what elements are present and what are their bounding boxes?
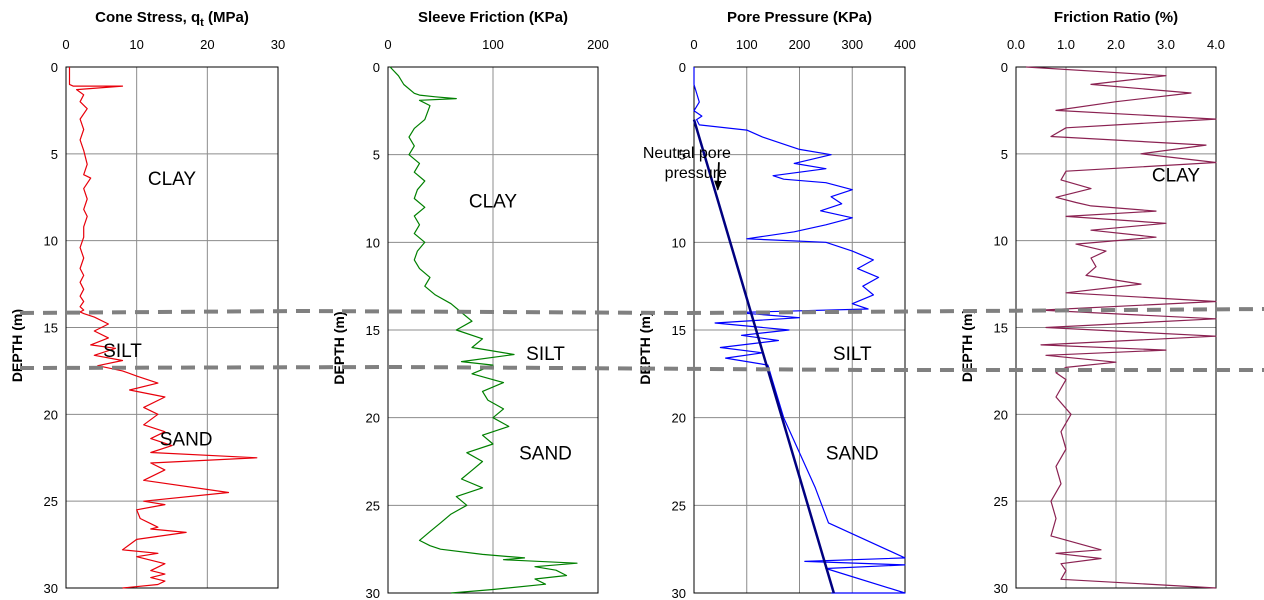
cone-stress-title: Cone Stress, qt (MPa) (95, 9, 249, 29)
friction-ratio-ytick-label: 10 (994, 234, 1008, 249)
pore-pressure-annotation-text: Neutral pore pressure (643, 145, 731, 182)
pore-pressure-ylabel: DEPTH (m) (637, 311, 653, 384)
pore-pressure-xtick-label: 300 (841, 37, 863, 52)
cone-stress-ytick-label: 0 (51, 60, 58, 75)
sleeve-friction-ytick-label: 5 (373, 148, 380, 163)
sleeve-friction-soil-label-silt: SILT (526, 344, 565, 365)
friction-ratio-xtick-label: 4.0 (1207, 37, 1225, 52)
sleeve-friction-title: Sleeve Friction (KPa) (418, 9, 568, 26)
sleeve-friction-ytick-label: 20 (366, 411, 380, 426)
cone-stress-xtick-label: 20 (200, 37, 214, 52)
pore-pressure-ytick-label: 20 (672, 411, 686, 426)
pore-pressure-ytick-label: 25 (672, 498, 686, 513)
friction-ratio-ytick-label: 5 (1001, 147, 1008, 162)
pore-pressure-xtick-label: 100 (736, 37, 758, 52)
layer-boundary-lines (19, 307, 1264, 372)
cone-stress-soil-label-silt: SILT (103, 341, 142, 362)
pore-pressure-neutral-pressure-line (692, 119, 835, 594)
cone-stress-ytick-label: 30 (44, 581, 58, 596)
friction-ratio-ytick-label: 20 (994, 407, 1008, 422)
sleeve-friction-series-line (389, 66, 578, 594)
cone-stress-ytick-label: 10 (44, 234, 58, 249)
cone-stress-ytick-label: 15 (44, 321, 58, 336)
clay-silt-boundary (19, 307, 1264, 316)
pore-pressure-plot-frame (693, 66, 906, 594)
friction-ratio-ytick-label: 0 (1001, 60, 1008, 75)
cone-stress-plot-frame (65, 66, 279, 589)
cone-stress-ytick-label: 20 (44, 407, 58, 422)
sleeve-friction-ytick-label: 25 (366, 498, 380, 513)
sleeve-friction-panel: Sleeve Friction (KPa) 0 100 200 0 5 10 15 20 25 30… (331, 9, 609, 600)
friction-ratio-ylabel: DEPTH (m) (959, 309, 975, 382)
pore-pressure-ytick-label: 0 (679, 60, 686, 75)
pore-pressure-xtick-label: 0 (690, 37, 697, 52)
silt-sand-boundary (19, 364, 1264, 372)
sleeve-friction-xtick-label: 0 (384, 37, 391, 52)
sleeve-friction-ytick-label: 10 (366, 235, 380, 250)
pore-pressure-ytick-label: 15 (672, 323, 686, 338)
sleeve-friction-plot-frame (387, 66, 599, 594)
sleeve-friction-xtick-label: 200 (587, 37, 609, 52)
friction-ratio-xtick-label: 0.0 (1007, 37, 1025, 52)
friction-ratio-ytick-label: 15 (994, 321, 1008, 336)
friction-ratio-ytick-label: 30 (994, 581, 1008, 596)
sleeve-friction-xtick-label: 100 (482, 37, 504, 52)
cone-stress-soil-label-sand: SAND (160, 430, 213, 451)
friction-ratio-xtick-label: 2.0 (1107, 37, 1125, 52)
pore-pressure-xtick-label: 400 (894, 37, 916, 52)
sleeve-friction-ytick-label: 15 (366, 323, 380, 338)
sleeve-friction-ytick-label: 30 (366, 586, 380, 600)
pore-pressure-series-line (693, 67, 906, 594)
sleeve-friction-ytick-label: 0 (373, 60, 380, 75)
cone-stress-series-line (68, 67, 258, 589)
pore-pressure-xtick-label: 200 (789, 37, 811, 52)
friction-ratio-title: Friction Ratio (%) (1054, 9, 1178, 26)
sleeve-friction-ylabel: DEPTH (m) (331, 311, 347, 384)
friction-ratio-soil-label-clay: CLAY (1152, 166, 1201, 187)
pore-pressure-ytick-label: 30 (672, 586, 686, 600)
sleeve-friction-soil-label-clay: CLAY (469, 191, 518, 212)
cone-stress-ylabel: DEPTH (m) (9, 309, 25, 382)
pore-pressure-title: Pore Pressure (KPa) (727, 9, 872, 26)
friction-ratio-xtick-label: 3.0 (1157, 37, 1175, 52)
cone-stress-xtick-label: 0 (62, 37, 69, 52)
cone-stress-soil-label-clay: CLAY (148, 169, 197, 190)
cone-stress-ytick-label: 25 (44, 494, 58, 509)
pore-pressure-annotation-arrow (714, 162, 723, 191)
cone-stress-ytick-label: 5 (51, 147, 58, 162)
pore-pressure-panel: Pore Pressure (KPa) 0 100 200 300 400 0 5 10 15 20… (637, 9, 916, 600)
pore-pressure-ytick-label: 5 (679, 148, 686, 163)
friction-ratio-xtick-label: 1.0 (1057, 37, 1075, 52)
pore-pressure-soil-label-silt: SILT (833, 344, 872, 365)
pore-pressure-ytick-label: 10 (672, 235, 686, 250)
friction-ratio-ytick-label: 25 (994, 494, 1008, 509)
sleeve-friction-soil-label-sand: SAND (519, 444, 572, 465)
cone-stress-xtick-label: 30 (271, 37, 285, 52)
friction-ratio-series-line (1025, 66, 1217, 589)
friction-ratio-panel: Friction Ratio (%) 0.0 1.0 2.0 3.0 4.0 0 5 10 15 2… (959, 9, 1225, 596)
cone-stress-xtick-label: 10 (129, 37, 143, 52)
pore-pressure-soil-label-sand: SAND (826, 444, 879, 465)
cone-stress-panel: Cone Stress, qt (MPa) 0 10 20 30 0 5 10 15 20 25 30… (9, 9, 285, 596)
friction-ratio-plot-frame (1015, 66, 1217, 589)
